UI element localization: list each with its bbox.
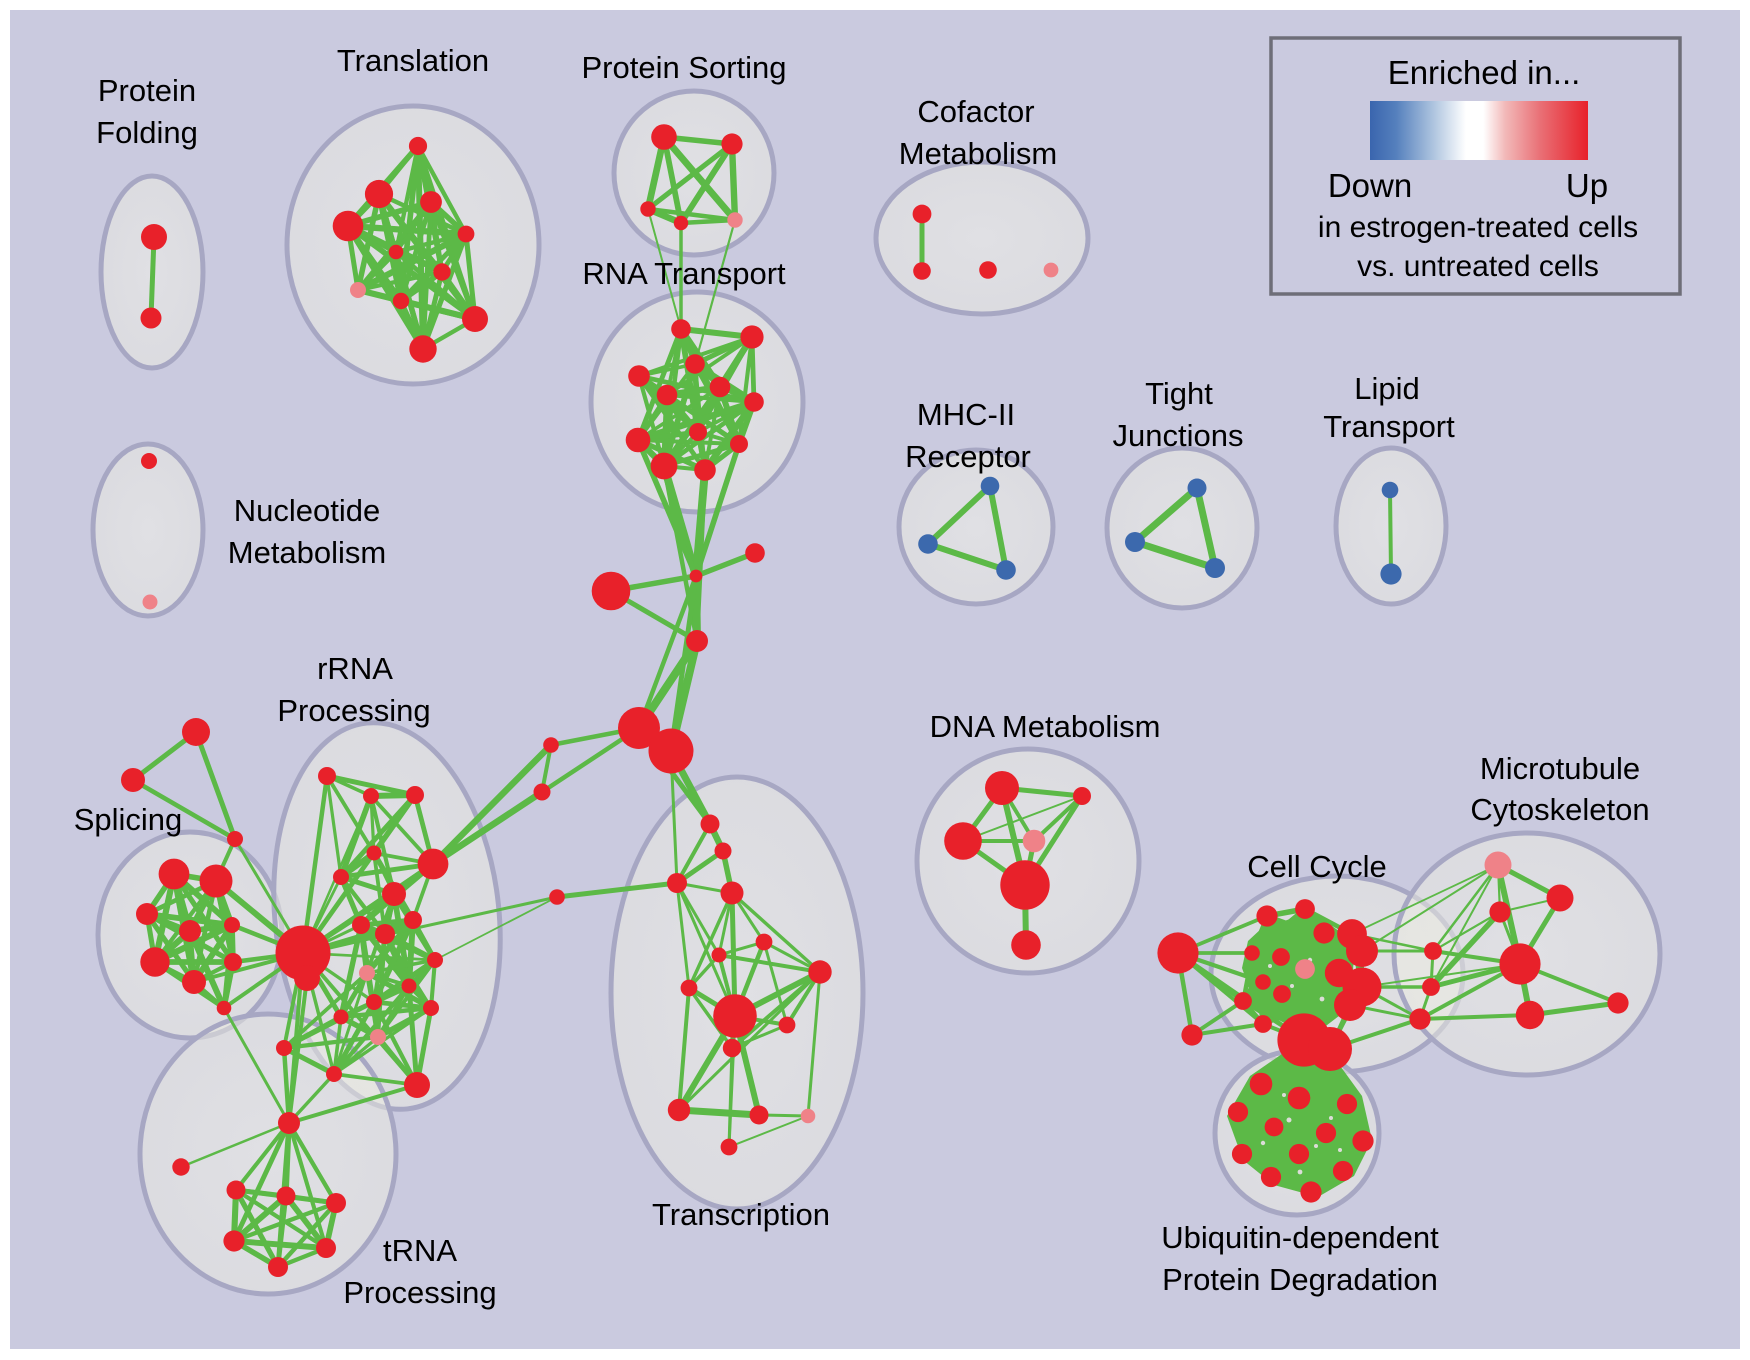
svg-text:Metabolism: Metabolism [899,136,1058,171]
svg-text:Cytoskeleton: Cytoskeleton [1470,792,1649,827]
svg-text:Splicing: Splicing [74,802,183,837]
svg-text:Protein Sorting: Protein Sorting [581,50,786,85]
svg-text:Folding: Folding [96,115,198,150]
svg-text:Processing: Processing [343,1275,496,1310]
svg-text:Down: Down [1328,167,1412,204]
svg-text:DNA Metabolism: DNA Metabolism [930,709,1161,744]
svg-text:Ubiquitin-dependent: Ubiquitin-dependent [1161,1220,1439,1255]
svg-text:Up: Up [1566,167,1608,204]
svg-text:Processing: Processing [277,693,430,728]
svg-text:Nucleotide: Nucleotide [234,493,380,528]
svg-text:tRNA: tRNA [383,1233,457,1268]
svg-text:Lipid: Lipid [1354,371,1420,406]
svg-text:RNA Transport: RNA Transport [582,256,786,291]
svg-text:rRNA: rRNA [317,651,393,686]
svg-text:Protein Degradation: Protein Degradation [1162,1262,1438,1297]
svg-text:Cofactor: Cofactor [917,94,1034,129]
svg-text:MHC-II: MHC-II [917,397,1015,432]
svg-text:vs. untreated cells: vs. untreated cells [1357,250,1599,283]
svg-text:Microtubule: Microtubule [1480,751,1640,786]
svg-text:Transport: Transport [1323,409,1455,444]
svg-text:Enriched in...: Enriched in... [1388,54,1581,91]
svg-text:Translation: Translation [337,43,489,78]
svg-text:Metabolism: Metabolism [228,535,387,570]
svg-text:Transcription: Transcription [652,1197,830,1232]
svg-text:Cell Cycle: Cell Cycle [1247,849,1387,884]
svg-text:in estrogen-treated cells: in estrogen-treated cells [1318,211,1638,244]
svg-text:Junctions: Junctions [1113,418,1244,453]
svg-text:Protein: Protein [98,73,196,108]
svg-text:Tight: Tight [1145,376,1213,411]
svg-text:Receptor: Receptor [905,439,1031,474]
